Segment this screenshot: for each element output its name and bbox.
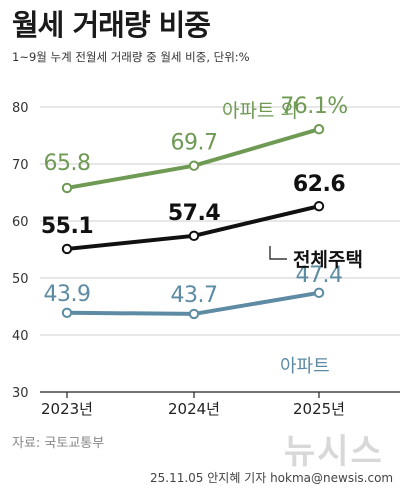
- data-point: [188, 160, 200, 171]
- data-label: 57.4: [168, 201, 220, 226]
- data-point: [61, 243, 73, 255]
- data-point: [313, 287, 325, 299]
- y-tick-label: 40: [12, 329, 29, 344]
- series-label: 전체주택: [293, 249, 363, 271]
- series-label: 아파트: [280, 356, 330, 377]
- data-point: [188, 230, 200, 242]
- data-label: 43.7: [171, 283, 218, 308]
- x-tick-label: 2025년: [293, 400, 345, 418]
- data-label: 43.9: [44, 282, 91, 307]
- y-tick-label: 60: [12, 215, 29, 230]
- data-label: 62.6: [293, 172, 345, 197]
- leader-line: [269, 246, 287, 260]
- newsis-logo: 뉴시스: [284, 432, 384, 472]
- data-point: [188, 308, 200, 320]
- source-note: 자료: 국토교통부: [12, 436, 105, 451]
- data-point: [61, 182, 73, 194]
- y-tick-label: 70: [12, 158, 29, 173]
- data-point: [313, 124, 325, 135]
- data-label: 76.1%: [280, 94, 347, 119]
- y-tick-label: 30: [12, 386, 29, 401]
- data-label: 55.1: [41, 214, 93, 239]
- data-label: 47.4: [296, 263, 343, 288]
- data-label: 65.8: [44, 151, 91, 176]
- data-point: [61, 307, 73, 318]
- chart-subtitle: 1~9월 누계 전월세 거래량 중 월세 비중, 단위:%: [12, 50, 250, 64]
- credit-line: 25.11.05 안지혜 기자 hokma@newsis.com: [150, 471, 394, 485]
- data-label: 69.7: [171, 131, 218, 156]
- x-tick-label: 2024년: [168, 400, 220, 418]
- chart-title: 월세 거래량 비중: [12, 8, 211, 42]
- series-label: 아파트 외: [222, 100, 298, 122]
- x-tick-label: 2023년: [41, 400, 93, 418]
- y-tick-label: 50: [12, 272, 29, 287]
- data-point: [313, 200, 325, 212]
- y-tick-label: 80: [12, 101, 29, 116]
